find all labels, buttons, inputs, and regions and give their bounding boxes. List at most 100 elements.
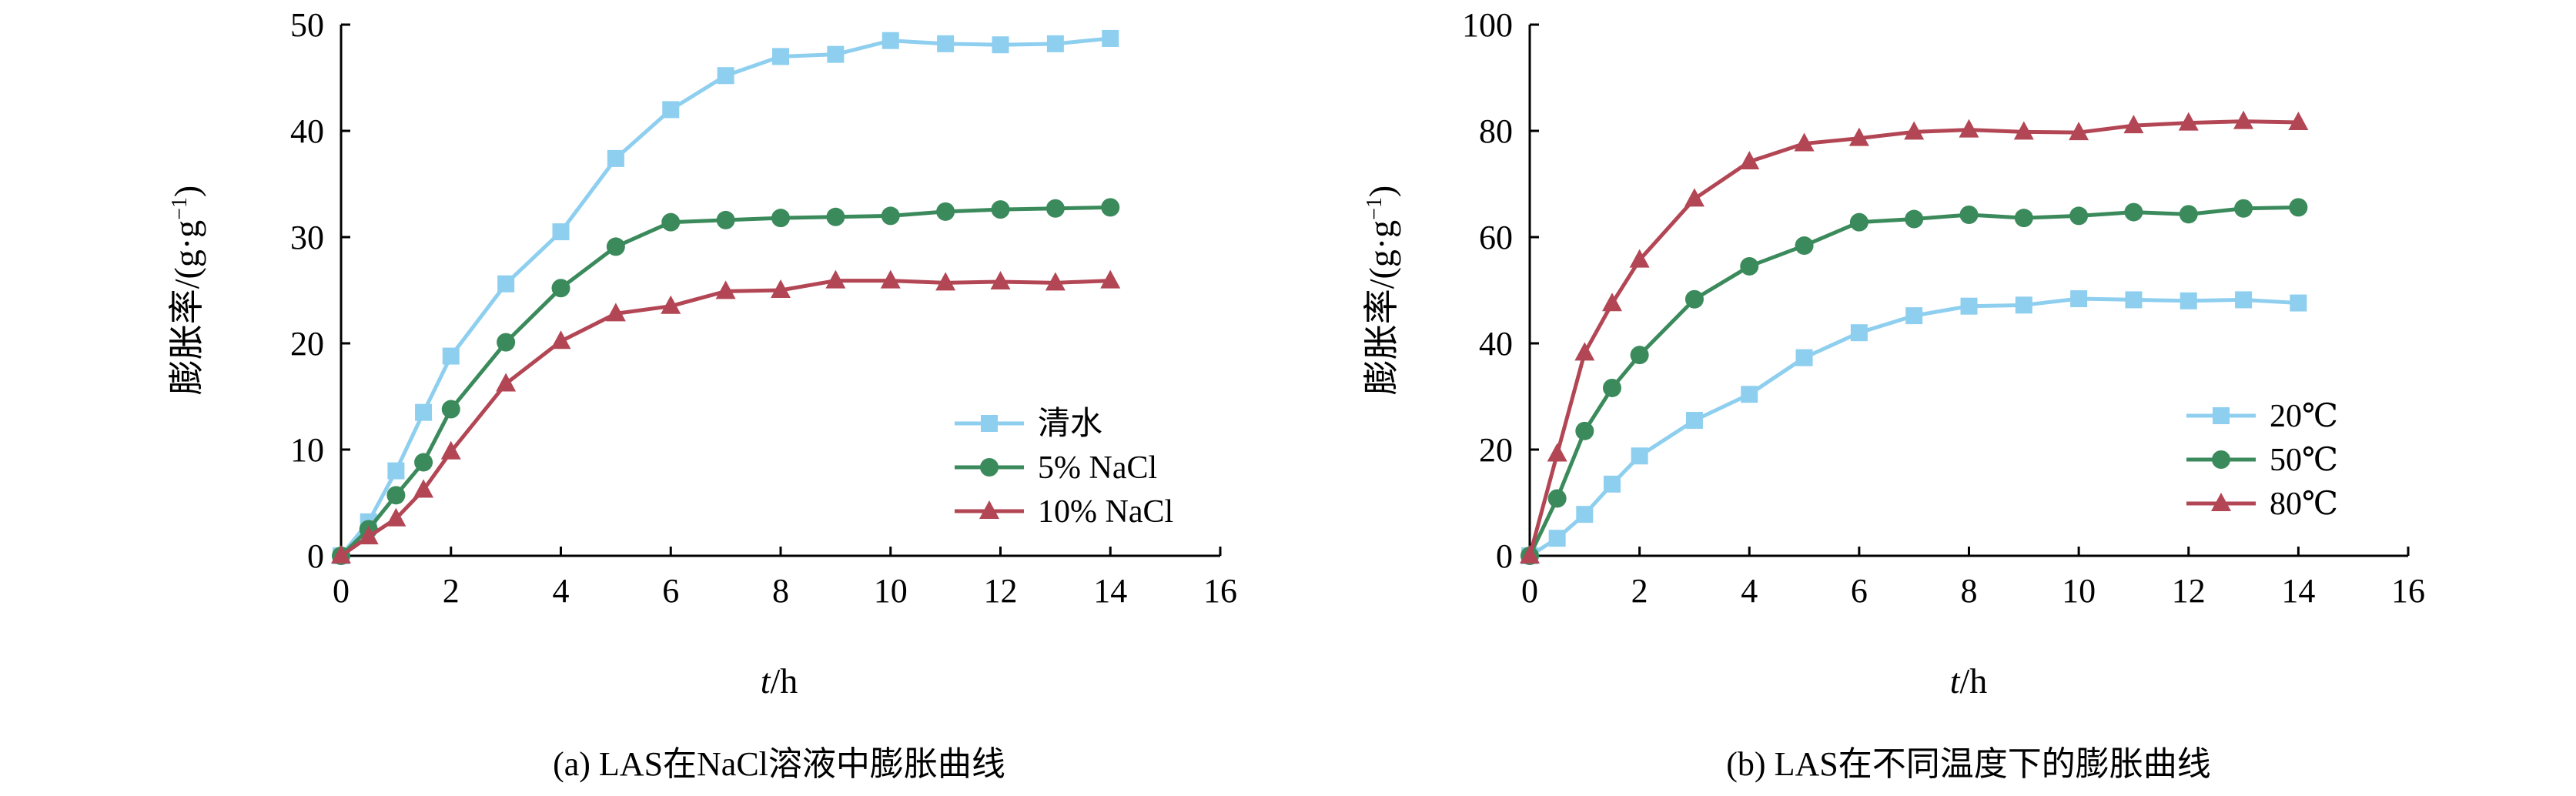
data-point — [607, 149, 624, 167]
data-point — [442, 347, 460, 365]
y-tick-label: 80 — [1479, 112, 1513, 150]
data-point — [358, 526, 379, 545]
series-2 — [331, 269, 1121, 564]
data-point — [386, 507, 406, 527]
y-tick-label: 50 — [290, 6, 324, 44]
data-point — [1960, 297, 1978, 315]
x-axis-title-variable: t — [761, 661, 771, 701]
x-axis-title-unit: /h — [1960, 661, 1988, 701]
data-point — [1795, 236, 1814, 256]
data-point — [2069, 122, 2089, 141]
data-point — [552, 223, 570, 241]
y-tick-label: 60 — [1479, 219, 1513, 256]
data-point — [413, 479, 434, 498]
data-point — [2179, 205, 2198, 224]
x-tick-label: 10 — [874, 572, 908, 610]
data-point — [2178, 112, 2199, 131]
data-point — [1905, 307, 1923, 325]
data-point — [937, 35, 955, 52]
y-axis-title-close: ) — [167, 186, 206, 197]
data-point — [2235, 291, 2253, 309]
data-point — [1601, 293, 1622, 312]
x-axis-title-unit: /h — [771, 661, 798, 701]
x-tick-label: 0 — [333, 572, 350, 610]
x-tick-label: 12 — [2172, 572, 2206, 610]
chart-caption: (b) LAS在不同温度下的膨胀曲线 — [1726, 745, 2210, 783]
data-point — [1849, 212, 1868, 232]
data-point — [2123, 115, 2144, 134]
x-tick-label: 8 — [772, 572, 789, 610]
data-point — [1548, 530, 1566, 547]
data-point — [1100, 269, 1121, 289]
y-axis-title-main: 膨胀率/(g·g — [167, 220, 206, 395]
legend-swatch-marker — [981, 415, 998, 432]
y-tick-label: 40 — [290, 112, 324, 150]
data-point — [2070, 290, 2088, 308]
y-axis-title-close: ) — [1362, 186, 1401, 197]
data-point — [2234, 199, 2253, 218]
data-point — [1740, 256, 1759, 276]
data-point — [440, 440, 461, 460]
legend-swatch-marker — [980, 458, 999, 477]
x-tick-label: 10 — [2062, 572, 2096, 610]
data-point — [414, 453, 433, 472]
data-point — [1741, 386, 1758, 403]
legend-swatch-marker — [2213, 407, 2230, 424]
data-point — [1045, 272, 1066, 291]
x-tick-label: 16 — [2391, 572, 2425, 610]
x-tick-label: 2 — [443, 572, 460, 610]
data-point — [2233, 110, 2254, 129]
chart-caption: (a) LAS在NaCl溶液中膨胀曲线 — [553, 745, 1005, 783]
data-point — [415, 403, 433, 421]
legend-label: 清水 — [1038, 406, 1102, 442]
legend-label: 10% NaCl — [1038, 494, 1173, 530]
y-axis-title-superscript: −1 — [168, 197, 192, 220]
legend-label: 20℃ — [2270, 399, 2338, 434]
data-point — [935, 272, 956, 291]
data-point — [1576, 506, 1594, 523]
data-point — [990, 270, 1011, 289]
data-point — [1046, 35, 1064, 52]
x-tick-label: 8 — [1961, 572, 1978, 610]
data-point — [1795, 349, 1813, 366]
x-axis-title: t/h — [1950, 661, 1988, 701]
data-point — [880, 269, 901, 289]
chart-panel-a: 0 10 20 30 40 50 0 2 4 6 8 10 12 14 16 清水 5% NaCl 10% NaC… — [167, 6, 1237, 783]
y-axis-title-superscript: −1 — [1363, 197, 1387, 220]
data-point — [497, 333, 516, 352]
chart-panel-b: 0 20 40 60 80 100 0 2 4 6 8 10 12 14 16 20℃ 50℃ 80℃ t/h 膨胀率… — [1362, 6, 2425, 783]
data-point — [715, 280, 736, 299]
data-point — [1905, 209, 1924, 229]
data-point — [1630, 346, 1649, 365]
data-point — [772, 48, 789, 65]
y-tick-label: 20 — [1479, 431, 1513, 469]
data-point — [1631, 447, 1648, 465]
data-point — [992, 36, 1009, 54]
data-point — [2288, 111, 2309, 130]
x-tick-label: 14 — [2281, 572, 2315, 610]
data-point — [605, 303, 626, 322]
data-point — [825, 269, 846, 289]
legend: 清水 5% NaCl 10% NaCl — [955, 406, 1173, 530]
y-tick-label: 0 — [307, 537, 324, 575]
y-tick-label: 10 — [290, 431, 324, 469]
data-point — [1739, 151, 1760, 170]
data-point — [1848, 127, 1869, 146]
data-point — [662, 101, 680, 119]
x-tick-label: 4 — [1741, 572, 1758, 610]
data-point — [2015, 296, 2032, 314]
data-point — [1603, 475, 1621, 493]
data-point — [936, 202, 955, 221]
data-point — [716, 210, 735, 229]
y-axis-title: 膨胀率/(g·g−1) — [167, 186, 206, 396]
data-point — [2289, 198, 2308, 217]
legend-swatch-marker — [979, 500, 999, 519]
data-point — [1684, 289, 1704, 309]
data-point — [1685, 412, 1703, 430]
data-point — [496, 373, 517, 392]
data-point — [771, 209, 790, 228]
series-2 — [1520, 110, 2309, 564]
data-point — [1904, 121, 1925, 140]
data-point — [2013, 121, 2034, 140]
